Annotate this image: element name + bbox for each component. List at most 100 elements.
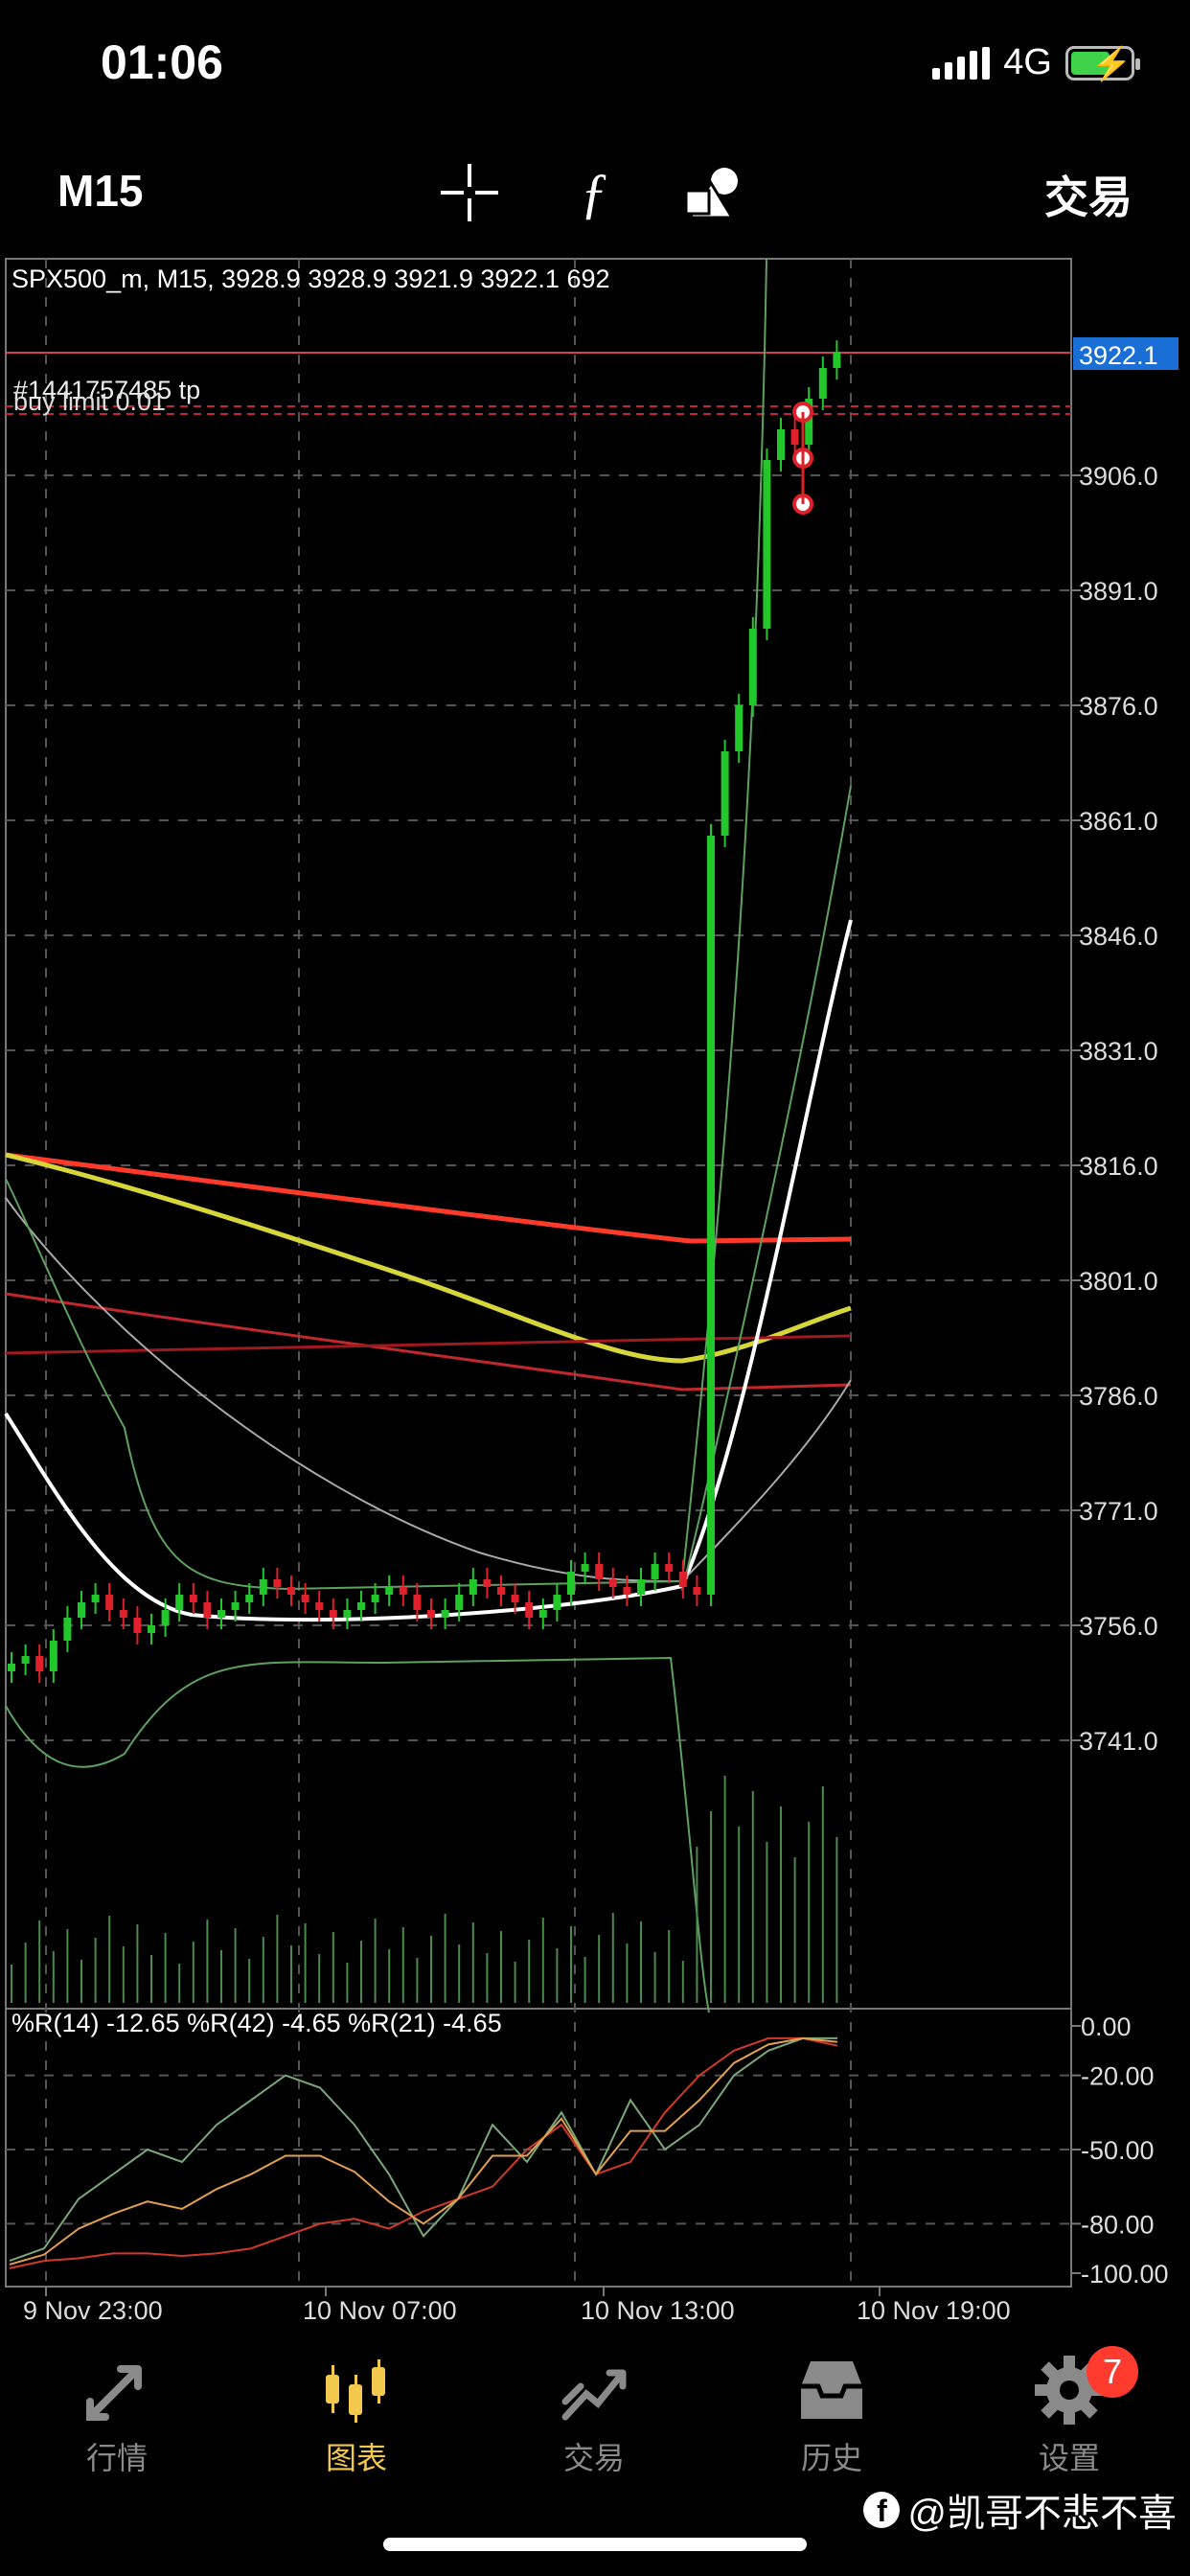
wr-line-42 — [9, 2036, 838, 2269]
ma-red-1 — [5, 1292, 852, 1392]
candle-body — [805, 399, 813, 445]
candle-body — [343, 1610, 352, 1618]
candle-body — [105, 1595, 114, 1610]
candle-body — [49, 1641, 57, 1671]
candle-body — [427, 1610, 435, 1618]
candle-body — [538, 1610, 547, 1618]
time-tick-label: 10 Nov 13:00 — [581, 2296, 735, 2325]
tab-chart-label: 图表 — [325, 2441, 387, 2475]
candle-body — [315, 1602, 324, 1610]
facebook-icon: f — [863, 2492, 901, 2528]
battery-icon: ⚡ — [1065, 45, 1140, 82]
wr-line-21 — [9, 2036, 838, 2266]
tab-history[interactable]: 历史 — [745, 2336, 918, 2499]
candle-body — [119, 1610, 127, 1618]
crosshair-icon[interactable] — [436, 159, 503, 226]
candle-body — [497, 1587, 505, 1595]
symbol-info: SPX500_m, M15, 3928.9 3928.9 3921.9 3922… — [11, 264, 610, 293]
candle-body — [133, 1618, 142, 1633]
chart-toolbar: M15 ƒ 交易 — [0, 153, 1190, 230]
time-tick-label: 9 Nov 23:00 — [23, 2296, 163, 2325]
candle-body — [748, 629, 757, 705]
candle-body — [735, 705, 744, 751]
tab-chart[interactable]: 图表 — [270, 2336, 443, 2499]
trade-button[interactable]: 交易 — [1044, 172, 1133, 222]
price-tick-label: 3801.0 — [1079, 1267, 1158, 1296]
candle-body — [175, 1595, 184, 1610]
chart-frame — [5, 258, 1072, 2288]
candle-body — [455, 1595, 464, 1610]
candle-body — [707, 836, 715, 1595]
tp-order-label: #1441757485 tp — [13, 376, 201, 404]
candle-body — [413, 1595, 422, 1610]
candle-body — [623, 1587, 631, 1595]
candle-body — [763, 460, 771, 629]
trend-icon — [561, 2369, 627, 2421]
candle-body — [595, 1564, 604, 1579]
candle-body — [35, 1656, 44, 1671]
candle-body — [385, 1587, 394, 1595]
tab-quotes[interactable]: 行情 — [31, 2336, 203, 2499]
arrows-icon — [86, 2365, 142, 2421]
candle-body — [8, 1664, 15, 1671]
price-tick-label: 3891.0 — [1079, 577, 1158, 606]
candle-body — [189, 1595, 197, 1602]
inbox-icon — [801, 2361, 862, 2419]
current-price-label: 3922.1 — [1079, 341, 1158, 370]
candle-body — [91, 1595, 100, 1602]
candle-body — [245, 1595, 254, 1602]
wr-tick-label: -80.00 — [1081, 2210, 1155, 2239]
watermark: f @凯哥不悲不喜 — [863, 2482, 1177, 2538]
tab-settings[interactable]: 7 设置 — [983, 2336, 1156, 2499]
candle-body — [469, 1579, 477, 1595]
candle-body — [721, 751, 729, 836]
price-chart[interactable]: 3906.0 3891.0 3876.0 3861.0 3846.0 3831.0 3816… — [0, 249, 1190, 2329]
tab-settings-label: 设置 — [1038, 2441, 1100, 2475]
function-icon[interactable]: ƒ — [580, 161, 608, 224]
candle-body — [329, 1610, 337, 1618]
bottom-tab-bar: 行情 图表 交易 历史 7 设置 — [0, 2336, 1190, 2499]
candle-body — [273, 1579, 282, 1587]
tab-trade[interactable]: 交易 — [508, 2336, 680, 2499]
price-tick-label: 3906.0 — [1079, 462, 1158, 491]
candle-body — [511, 1595, 519, 1602]
candle-body — [678, 1572, 687, 1587]
network-label: 4G — [1003, 42, 1052, 82]
ma-red-thick — [5, 1152, 852, 1244]
candle-body — [525, 1602, 534, 1618]
price-tick-label: 3816.0 — [1079, 1152, 1158, 1181]
candle-body — [259, 1579, 267, 1595]
candle-body — [63, 1618, 72, 1641]
tab-trade-label: 交易 — [562, 2441, 625, 2475]
wr-tick-label: -20.00 — [1081, 2062, 1155, 2091]
time-tick-label: 10 Nov 07:00 — [303, 2296, 457, 2325]
settings-badge: 7 — [1087, 2346, 1138, 2398]
shapes-icon[interactable] — [682, 159, 749, 226]
price-tick-label: 3756.0 — [1079, 1612, 1158, 1641]
watermark-text: @凯哥不悲不喜 — [907, 2493, 1177, 2535]
candles-icon — [326, 2359, 385, 2423]
price-tick-label: 3771.0 — [1079, 1497, 1158, 1526]
gear-icon — [1035, 2356, 1104, 2425]
status-right: 4G ⚡ — [932, 42, 1140, 83]
candle-body — [567, 1572, 575, 1595]
price-tick-label: 3846.0 — [1079, 922, 1158, 951]
candle-body — [651, 1564, 659, 1579]
ma-gray — [5, 1197, 852, 1583]
candle-body — [148, 1625, 155, 1633]
status-bar: 01:06 4G ⚡ — [0, 0, 1190, 134]
candle-body — [217, 1610, 225, 1618]
time-tick-label: 10 Nov 19:00 — [857, 2296, 1011, 2325]
candle-body — [693, 1587, 701, 1595]
candle-body — [581, 1564, 589, 1572]
candle-body — [287, 1587, 295, 1595]
candle-body — [21, 1656, 30, 1664]
williams-r-label: %R(14) -12.65 %R(42) -4.65 %R(21) -4.65 — [11, 2009, 502, 2037]
timeframe-button[interactable]: M15 — [57, 166, 144, 216]
home-indicator[interactable] — [383, 2538, 807, 2551]
candle-body — [637, 1579, 645, 1595]
signal-icon — [932, 46, 991, 80]
candle-body — [818, 368, 827, 399]
candle-body — [357, 1602, 365, 1610]
tab-history-label: 历史 — [800, 2441, 862, 2475]
